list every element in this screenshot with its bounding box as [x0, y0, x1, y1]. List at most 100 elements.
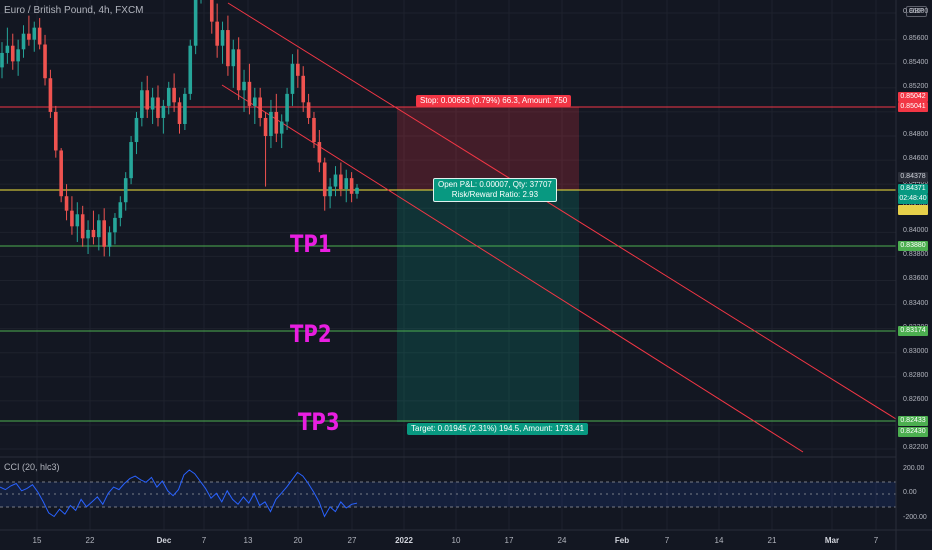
candle-body[interactable]: [269, 111, 273, 137]
cci-band: [0, 482, 896, 507]
time-tick-label: 20: [293, 536, 303, 545]
candle-body[interactable]: [75, 214, 80, 227]
candle-body[interactable]: [80, 214, 85, 239]
time-tick-label: 15: [32, 536, 42, 545]
time-tick-label: 27: [347, 536, 357, 545]
candle-body[interactable]: [328, 186, 332, 197]
candle-body[interactable]: [123, 178, 128, 203]
risk-reward-line: Risk/Reward Ratio: 2.93: [451, 190, 539, 199]
candle-body[interactable]: [236, 49, 241, 91]
candle-body[interactable]: [349, 178, 354, 194]
candle-body[interactable]: [220, 30, 225, 46]
price-tick-label: 0.82200: [903, 444, 929, 452]
candle-body[interactable]: [188, 45, 193, 94]
tp3-annotation[interactable]: TP3: [298, 408, 340, 436]
take-profit-zone[interactable]: [397, 190, 579, 422]
candle-body[interactable]: [355, 187, 359, 194]
price-tick-label: 0.85400: [903, 58, 929, 66]
candle-body[interactable]: [37, 27, 42, 45]
candle-body[interactable]: [70, 210, 74, 227]
candle-body[interactable]: [113, 217, 117, 233]
candle-body[interactable]: [107, 232, 112, 247]
candle-body[interactable]: [64, 196, 69, 211]
candle-body[interactable]: [322, 162, 327, 197]
candle-body[interactable]: [215, 21, 219, 46]
cci-tick-label: 0.00: [903, 489, 917, 496]
pnl-line: Open P&L: 0.00007, Qty: 37707: [438, 180, 552, 189]
tp2-annotation[interactable]: TP2: [290, 320, 332, 348]
candle-body[interactable]: [145, 90, 150, 110]
candle-body[interactable]: [97, 220, 101, 238]
candle-body[interactable]: [166, 87, 171, 106]
candle-body[interactable]: [156, 97, 160, 118]
candle-body[interactable]: [231, 49, 236, 67]
cci-line[interactable]: [0, 469, 358, 518]
candle-body[interactable]: [242, 81, 246, 91]
candle-body[interactable]: [48, 78, 53, 112]
candle-body[interactable]: [21, 33, 26, 50]
price-tick-label: 0.82600: [903, 395, 929, 403]
candle-body[interactable]: [279, 121, 284, 134]
symbol-title[interactable]: Euro / British Pound, 4h, FXCM: [4, 5, 144, 16]
candle-body[interactable]: [226, 30, 230, 67]
candle-body[interactable]: [91, 229, 96, 238]
tp3-price-label-bottom: 0.82430: [898, 427, 928, 437]
trendline-upper[interactable]: [227, 2, 897, 420]
price-tick-label: 0.85200: [903, 82, 929, 90]
stop-loss-zone[interactable]: [397, 107, 579, 190]
candle-body[interactable]: [285, 93, 289, 122]
tp1-annotation[interactable]: TP1: [290, 230, 332, 258]
candle-body[interactable]: [150, 97, 155, 110]
pnl-label[interactable]: Open P&L: 0.00007, Qty: 37707 Risk/Rewar…: [433, 178, 557, 202]
candle-body[interactable]: [193, 0, 198, 46]
cci-indicator-title[interactable]: CCI (20, hlc3): [4, 462, 60, 472]
candle-body[interactable]: [317, 142, 322, 163]
stop-price-label-bottom: 0.85041: [898, 102, 928, 112]
candle-body[interactable]: [301, 75, 306, 103]
candle-body[interactable]: [129, 142, 133, 179]
candle-body[interactable]: [172, 87, 176, 103]
candle-body[interactable]: [10, 45, 15, 62]
candle-body[interactable]: [290, 63, 295, 94]
candle-body[interactable]: [161, 105, 166, 118]
candle-body[interactable]: [296, 63, 300, 76]
candle-body[interactable]: [263, 117, 268, 137]
candle-body[interactable]: [102, 220, 106, 247]
price-tick-label: 0.85600: [903, 34, 929, 42]
candle-body[interactable]: [140, 90, 144, 118]
candle-body[interactable]: [209, 0, 214, 22]
candle-body[interactable]: [306, 102, 311, 118]
candle-body[interactable]: [0, 52, 4, 68]
price-tick-label: 0.82800: [903, 371, 929, 379]
time-tick-label: 7: [873, 536, 879, 545]
candle-body[interactable]: [274, 111, 279, 134]
candle-body[interactable]: [118, 202, 123, 218]
candle-body[interactable]: [344, 178, 349, 189]
candle-body[interactable]: [5, 45, 10, 53]
candle-body[interactable]: [43, 44, 47, 79]
candle-body[interactable]: [333, 174, 338, 187]
candle-body[interactable]: [53, 111, 58, 151]
candle-body[interactable]: [247, 81, 252, 106]
candle-body[interactable]: [183, 93, 187, 124]
candlestick-series[interactable]: [0, 0, 359, 257]
stop-label[interactable]: Stop: 0.00663 (0.79%) 66.3, Amount: 750: [416, 95, 572, 107]
candle-body[interactable]: [339, 174, 343, 189]
candle-body[interactable]: [312, 117, 316, 143]
stop-price-label-top: 0.85042: [898, 92, 928, 102]
time-tick-label: 2022: [395, 536, 413, 545]
candle-body[interactable]: [32, 27, 37, 40]
candle-body[interactable]: [177, 102, 182, 124]
current-price-label: 0.84371: [898, 184, 928, 194]
candle-body[interactable]: [16, 49, 20, 62]
currency-badge[interactable]: GBP: [906, 6, 927, 17]
candle-body[interactable]: [258, 97, 262, 118]
candle-body[interactable]: [59, 150, 63, 197]
candle-body[interactable]: [86, 229, 90, 239]
time-tick-label: 24: [557, 536, 567, 545]
target-label[interactable]: Target: 0.01945 (2.31%) 194.5, Amount: 1…: [407, 423, 589, 435]
candle-body[interactable]: [253, 97, 257, 106]
candle-body[interactable]: [134, 117, 139, 143]
candle-body[interactable]: [27, 33, 31, 40]
